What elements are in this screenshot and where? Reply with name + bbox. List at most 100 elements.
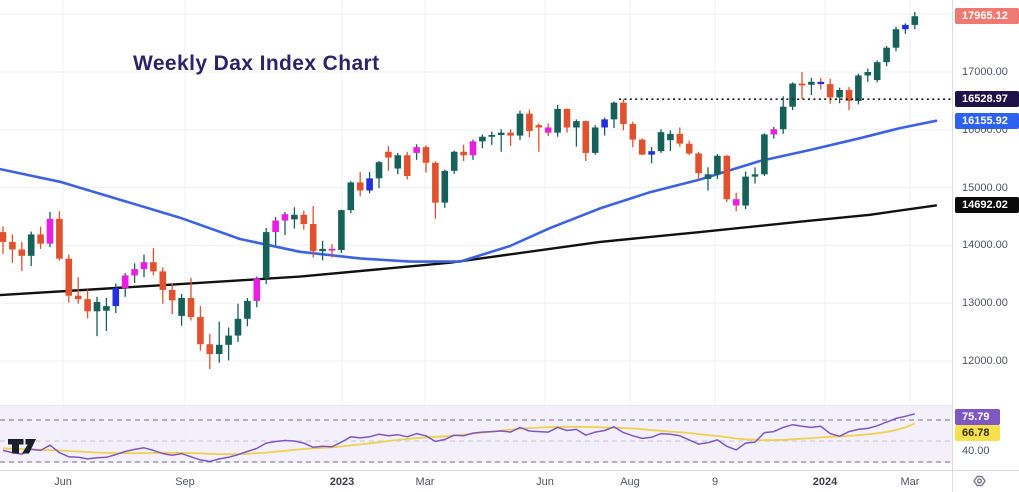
candle [676,133,684,144]
time-tick-label: Mar [415,476,435,488]
candle [253,278,261,301]
candle [366,178,373,191]
candle [591,127,599,153]
candle [488,135,496,137]
candle [469,141,477,156]
candle [300,214,308,225]
candle [620,102,627,125]
candle [385,151,392,158]
last-price-badge: 17965.12 [955,8,1019,25]
candle [309,224,317,252]
candle [140,262,148,270]
candle [685,143,693,154]
candle [18,249,26,256]
candle [507,132,514,136]
rsi-ma-value-badge: 66.78 [955,425,1000,441]
candle [902,24,909,30]
candle [403,155,411,177]
time-tick-label: 2024 [812,476,838,488]
candle [704,174,712,179]
candle [37,234,44,244]
candle [526,113,533,131]
candle [798,83,806,86]
candle [413,147,420,153]
candle [46,218,54,244]
candle [855,75,862,101]
candle [695,153,702,174]
candles-layer[interactable] [0,11,919,370]
candle [582,121,590,153]
candle [742,176,749,206]
candle [638,139,646,155]
rsi-band-background [0,406,952,463]
price-tick-label: 13000.00 [962,297,1008,310]
pane-separator[interactable] [0,405,952,406]
price-tick-label: 17000.00 [962,66,1008,78]
candle [328,248,336,251]
candle [789,83,796,107]
candle [187,297,195,318]
candle [215,344,223,355]
candle [883,47,890,63]
ma-fast-line[interactable] [0,119,938,263]
candle [648,151,655,155]
candle [93,302,101,312]
candle [516,113,524,136]
candle [770,129,778,135]
time-tick-label: Mar [900,476,920,488]
candle [714,155,721,175]
candle [450,151,458,171]
candle [667,133,674,141]
time-tick-label: Jun [536,476,554,488]
time-tick-label: Aug [620,476,640,488]
candle [544,127,552,133]
candle [291,214,298,220]
candle [9,241,16,250]
candle [234,318,242,336]
candle [272,220,279,233]
scale-settings-eye-icon[interactable] [965,472,991,490]
candle [873,62,881,81]
candle [206,344,214,355]
candle [601,119,608,128]
candle [479,136,486,142]
candle [244,300,251,319]
candle [610,102,618,120]
time-tick-label: Sep [175,476,195,488]
candle [0,232,7,242]
candle [27,234,35,256]
rsi-value-badge: 75.79 [955,409,1000,425]
ma-slow-line[interactable] [0,204,938,297]
time-tick-label: Jun [54,476,72,488]
candle [732,199,740,206]
level-price-badge: 16528.97 [955,91,1019,108]
candle [375,162,383,179]
candle [535,125,543,128]
candle [441,170,449,203]
candle [197,317,204,345]
candle [262,232,270,279]
rsi-line[interactable] [2,413,915,463]
candle [573,121,580,128]
candle [723,155,731,200]
candle [911,16,919,25]
candle [836,89,843,98]
candle [356,182,364,191]
candle [319,248,326,252]
tradingview-logo-icon[interactable] [7,437,41,457]
candle [103,306,110,311]
candle [432,162,439,203]
candle [225,335,232,345]
candle [168,289,176,301]
candle [563,108,571,128]
candle [422,147,430,163]
candle [629,124,637,140]
price-tick-label: 12000.00 [962,355,1008,367]
candle [347,182,355,211]
candle [779,106,787,130]
candle [281,214,289,221]
candle [808,81,815,85]
candle [56,218,63,259]
